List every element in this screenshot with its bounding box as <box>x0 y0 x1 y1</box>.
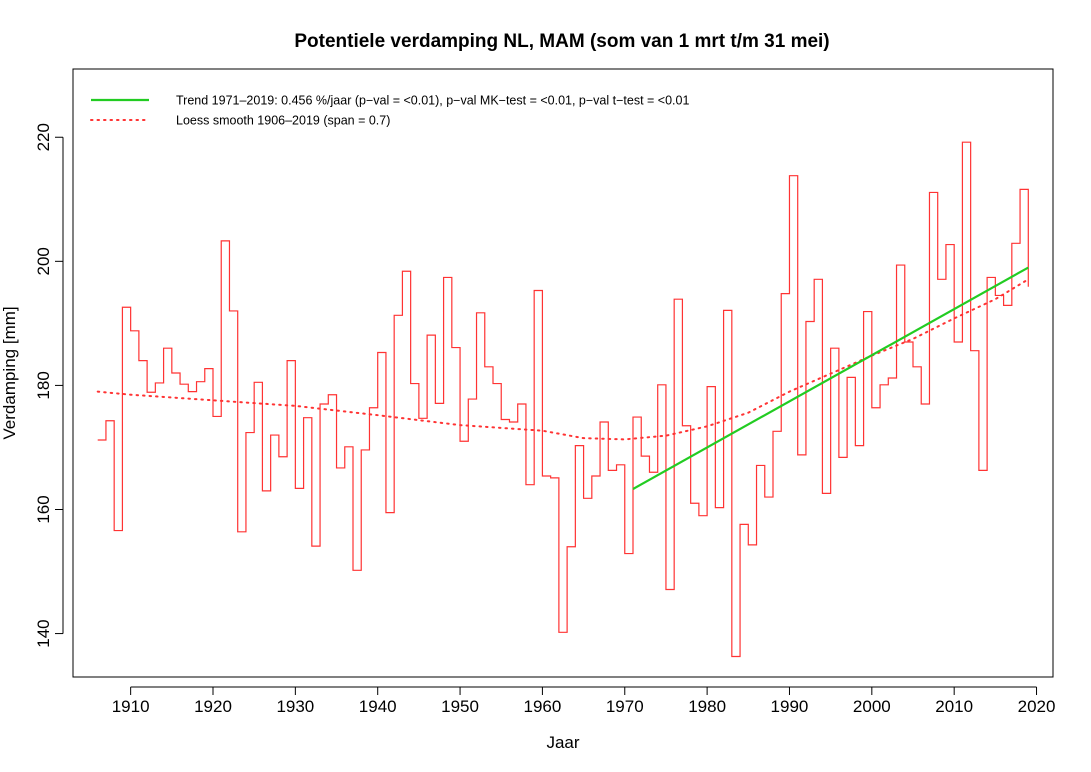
x-tick-label: 2020 <box>1018 697 1056 716</box>
y-axis: 140 160 180 200 220 <box>34 123 64 648</box>
y-axis-title: Verdamping [mm] <box>0 306 19 439</box>
x-axis: 1910 1920 1930 1940 1950 1960 1970 1980 1990 2000… <box>112 686 1056 716</box>
series-trend-line <box>632 266 1029 490</box>
y-tick-label: 140 <box>34 619 53 647</box>
x-axis-title: Jaar <box>546 733 579 752</box>
x-tick-label: 1960 <box>523 697 561 716</box>
x-tick-label: 1910 <box>112 697 150 716</box>
x-tick-label: 2000 <box>853 697 891 716</box>
x-tick-label: 1970 <box>606 697 644 716</box>
legend-label-loess: Loess smooth 1906–2019 (span = 0.7) <box>176 114 390 128</box>
x-tick-label: 1920 <box>194 697 232 716</box>
y-tick-label: 200 <box>34 247 53 275</box>
x-tick-label: 1990 <box>771 697 809 716</box>
legend: Trend 1971–2019: 0.456 %/jaar (p−val = <… <box>90 94 689 128</box>
x-tick-label: 1950 <box>441 697 479 716</box>
x-tick-label: 1930 <box>276 697 314 716</box>
x-tick-label: 2010 <box>935 697 973 716</box>
y-tick-label: 180 <box>34 371 53 399</box>
chart-title: Potentiele verdamping NL, MAM (som van 1… <box>294 31 829 52</box>
x-tick-label: 1980 <box>688 697 726 716</box>
plot-frame <box>72 68 1054 678</box>
plot-area <box>72 68 1054 678</box>
series-layer <box>96 141 1030 658</box>
y-tick-label: 160 <box>34 495 53 523</box>
y-tick-label: 220 <box>34 123 53 151</box>
series-annual-steps <box>97 141 1029 658</box>
x-tick-label: 1940 <box>359 697 397 716</box>
legend-label-trend: Trend 1971–2019: 0.456 %/jaar (p−val = <… <box>176 94 689 108</box>
